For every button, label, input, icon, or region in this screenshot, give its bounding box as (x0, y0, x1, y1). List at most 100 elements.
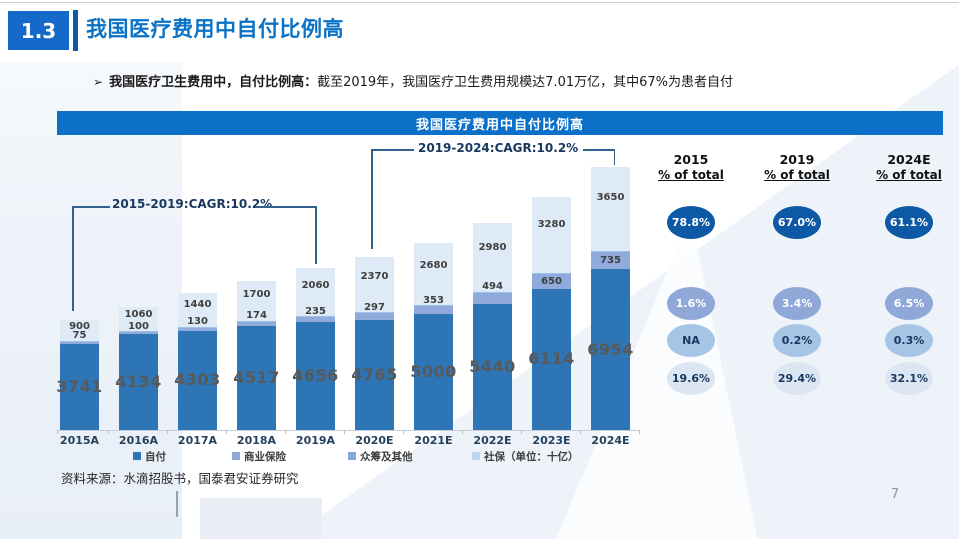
bar-segment-shangye (296, 317, 335, 323)
bar-segment-shebao (119, 306, 158, 332)
cagr-annotation-2019-2024: 2019-2024:CAGR:10.2% (418, 141, 579, 155)
summary-ellipse: 1.6% (667, 287, 715, 320)
bar-2020E: 2370 297 4765 (351, 257, 397, 430)
bar-label-shebao: 3280 (537, 218, 566, 230)
bar-segment-shangye (532, 273, 571, 289)
axis-tick (521, 430, 522, 434)
summary-ellipse: 29.4% (773, 362, 821, 395)
legend-item: 自付 (133, 450, 166, 463)
legend-item: 众筹及其他 (348, 450, 413, 463)
key-point-text: ➢ 我国医疗卫生费用中，自付比例高：截至2019年，我国医疗卫生费用规模达7.01… (93, 71, 933, 90)
bar-label-shebao: 2980 (478, 242, 507, 254)
summary-column-header: 2015% of total (636, 152, 746, 182)
bar-segment-shebao (237, 281, 276, 321)
section-number-badge: 1.3 (8, 11, 69, 50)
key-point-bold: 我国医疗卫生费用中，自付比例高： (109, 75, 318, 90)
bar-segment-zifu (237, 325, 276, 430)
bar-label-shebao: 1440 (183, 298, 212, 310)
title-divider-bar (73, 10, 78, 51)
bullet-arrow-icon: ➢ (93, 75, 104, 89)
x-axis-label: 2018A (236, 434, 277, 447)
axis-tick (639, 430, 640, 434)
bar-segment-zifu (532, 288, 571, 430)
bar-2023E: 3280 650 6114 (528, 196, 574, 430)
bar-segment-zhongchou (414, 305, 453, 307)
legend-label: 商业保险 (244, 450, 286, 463)
bar-label-zifu: 4765 (351, 364, 398, 384)
summary-column-subtitle: % of total (658, 168, 724, 182)
bar-segment-zhongchou (237, 320, 276, 322)
bar-label-zifu: 5000 (410, 362, 457, 382)
axis-tick (285, 430, 286, 434)
summary-column-header: 2019% of total (742, 152, 852, 182)
bar-2021E: 2680 353 5000 (410, 243, 456, 430)
axis-tick (167, 430, 168, 434)
bar-segment-shangye (178, 327, 217, 331)
bar-label-shangye: 100 (128, 320, 149, 332)
bar-label-zifu: 6114 (528, 349, 575, 369)
cagr-bracket-line (72, 206, 74, 311)
summary-column-year: 2019 (779, 152, 815, 167)
bar-segment-shangye (591, 252, 630, 270)
bar-segment-shebao (591, 167, 630, 252)
bar-label-zifu: 5440 (469, 357, 516, 377)
summary-column-subtitle: % of total (764, 168, 830, 182)
x-axis-line (57, 430, 639, 431)
bar-segment-zhongchou (591, 251, 630, 253)
bar-label-shebao: 2060 (301, 279, 330, 291)
bar-label-zifu: 4517 (233, 367, 280, 387)
x-axis-label: 2019A (295, 434, 336, 447)
bar-segment-zifu (60, 343, 99, 430)
bar-label-shangye: 130 (187, 316, 208, 328)
summary-column-year: 2015 (673, 152, 709, 167)
bar-label-shebao: 1060 (124, 309, 153, 320)
bar-segment-shebao (296, 268, 335, 316)
bar-segment-shebao (414, 243, 453, 306)
axis-tick (226, 430, 227, 434)
bar-segment-shangye (473, 292, 512, 305)
summary-ellipse: 32.1% (885, 362, 933, 395)
bar-label-shangye: 494 (482, 281, 503, 293)
bar-segment-shangye (60, 341, 99, 344)
bar-segment-shebao (60, 320, 99, 341)
bar-label-shangye: 353 (423, 294, 444, 306)
bar-label-shangye: 75 (72, 330, 87, 342)
legend-swatch (348, 452, 356, 460)
axis-tick (344, 430, 345, 434)
bar-label-zifu: 4656 (292, 366, 339, 386)
summary-ellipse: 0.2% (773, 324, 821, 357)
page-number: 7 (890, 487, 900, 502)
summary-ellipse: 6.5% (885, 287, 933, 320)
bar-label-shebao: 3650 (596, 192, 625, 204)
bar-label-zifu: 4134 (115, 372, 162, 392)
bar-segment-shebao (473, 223, 512, 292)
x-axis-label: 2022E (473, 434, 512, 447)
summary-ellipse: NA (667, 324, 715, 357)
axis-tick (462, 430, 463, 434)
legend-swatch (133, 452, 141, 460)
bar-segment-zhongchou (60, 340, 99, 342)
bar-2022E: 2980 494 5440 (469, 223, 515, 430)
summary-ellipse: 61.1% (885, 206, 933, 239)
bar-segment-shangye (414, 306, 453, 315)
bar-segment-shebao (355, 257, 394, 313)
text-cursor (176, 491, 178, 517)
summary-ellipse: 3.4% (773, 287, 821, 320)
legend-swatch (232, 452, 240, 460)
x-axis-label: 2024E (591, 434, 630, 447)
bar-label-zifu: 3741 (56, 376, 103, 396)
axis-tick (57, 430, 58, 434)
bar-segment-shebao (178, 293, 217, 327)
bar-label-shangye: 735 (600, 255, 621, 267)
key-point-rest: 截至2019年，我国医疗卫生费用规模达7.01万亿，其中67%为患者自付 (317, 75, 734, 90)
bar-2018A: 1700 174 4517 (233, 281, 279, 430)
summary-ellipse: 0.3% (885, 324, 933, 357)
x-axis-label: 2021E (414, 434, 453, 447)
summary-column-header: 2024E% of total (854, 152, 959, 182)
bar-segment-zifu (473, 304, 512, 430)
legend-label: 众筹及其他 (360, 450, 413, 463)
bar-label-shebao: 2680 (419, 259, 448, 271)
cagr-bracket-line (315, 206, 317, 264)
